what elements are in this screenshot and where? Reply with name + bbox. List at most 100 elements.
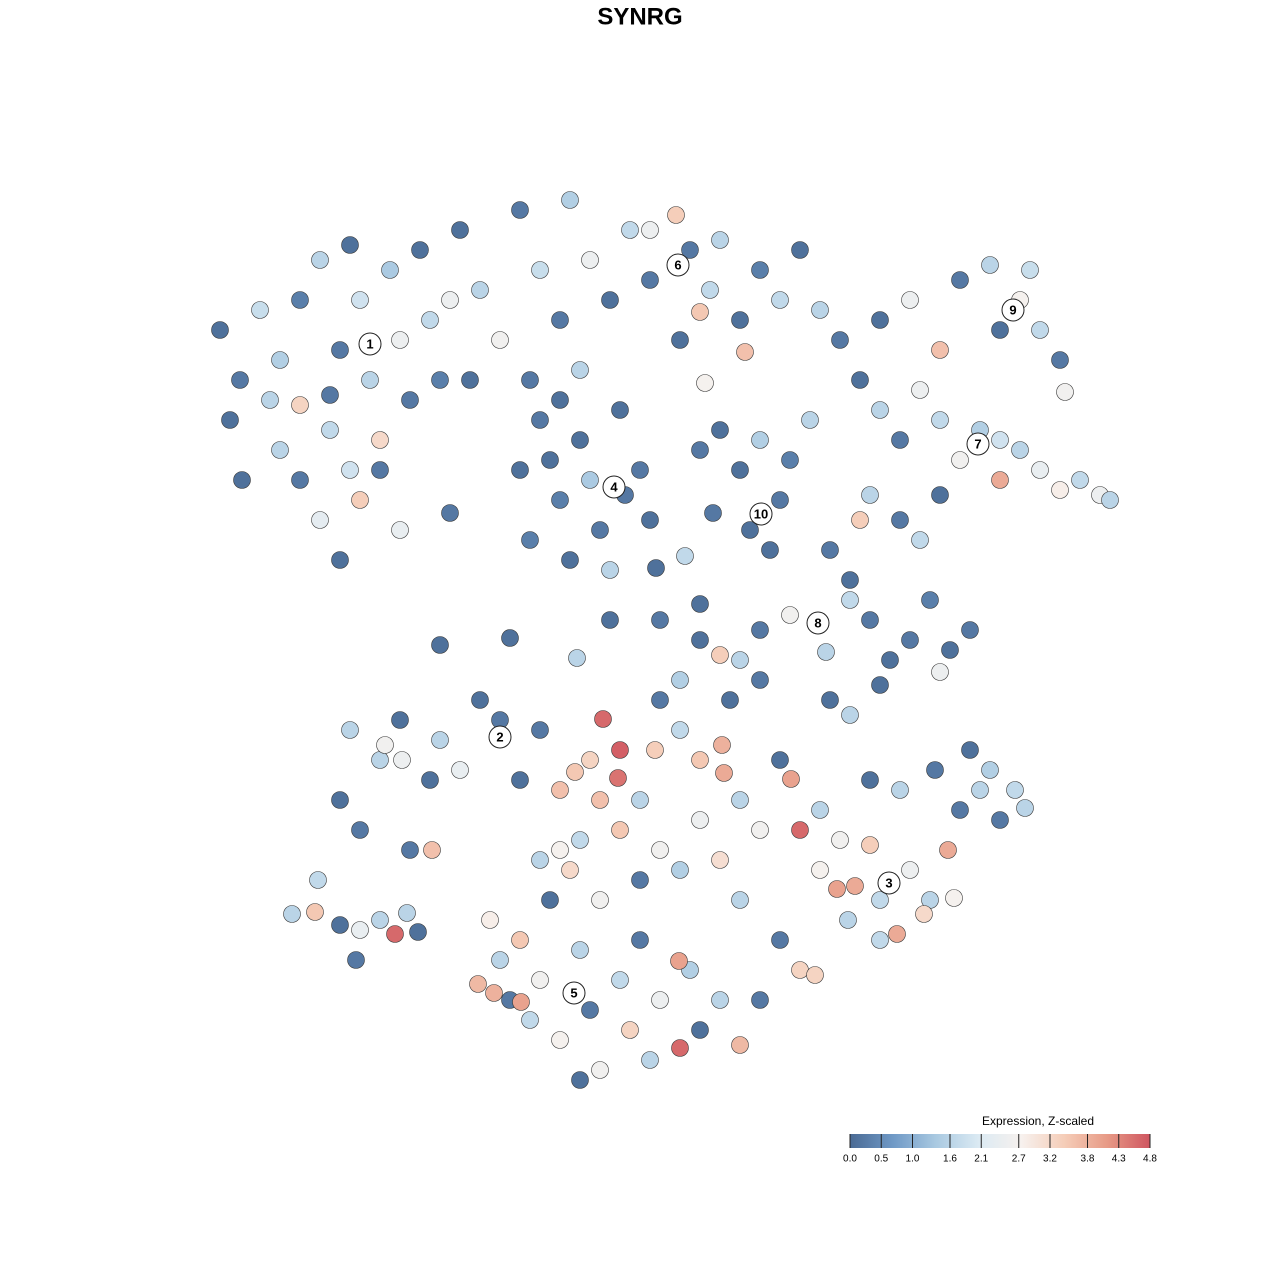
point bbox=[571, 1071, 589, 1089]
point bbox=[631, 791, 649, 809]
point bbox=[511, 201, 529, 219]
point bbox=[1016, 799, 1034, 817]
colorbar-tick-label: 4.8 bbox=[1143, 1154, 1157, 1165]
point bbox=[671, 671, 689, 689]
point bbox=[641, 271, 659, 289]
colorbar-tick-label: 3.8 bbox=[1081, 1154, 1095, 1165]
point bbox=[561, 861, 579, 879]
point bbox=[261, 391, 279, 409]
point bbox=[911, 381, 929, 399]
point bbox=[311, 511, 329, 529]
point bbox=[381, 261, 399, 279]
point bbox=[631, 931, 649, 949]
point bbox=[711, 646, 729, 664]
point bbox=[831, 831, 849, 849]
point bbox=[841, 571, 859, 589]
cluster-label-bg bbox=[358, 332, 382, 356]
point bbox=[1011, 441, 1029, 459]
point bbox=[831, 331, 849, 349]
points bbox=[211, 191, 1119, 1089]
point bbox=[841, 591, 859, 609]
point bbox=[609, 769, 627, 787]
cluster-label: 5 bbox=[570, 985, 577, 1000]
point bbox=[571, 941, 589, 959]
point bbox=[931, 411, 949, 429]
point bbox=[233, 471, 251, 489]
point bbox=[676, 547, 694, 565]
colorbar-tick-label: 2.1 bbox=[974, 1154, 988, 1165]
point bbox=[731, 461, 749, 479]
point bbox=[811, 861, 829, 879]
point bbox=[501, 629, 519, 647]
point bbox=[611, 741, 629, 759]
cluster-label-bg bbox=[966, 432, 990, 456]
point bbox=[531, 851, 549, 869]
point bbox=[961, 741, 979, 759]
point bbox=[431, 731, 449, 749]
cluster-label: 3 bbox=[885, 875, 892, 890]
point bbox=[761, 541, 779, 559]
point bbox=[351, 921, 369, 939]
cluster-label: 4 bbox=[610, 479, 618, 494]
point bbox=[611, 821, 629, 839]
point bbox=[731, 1036, 749, 1054]
point bbox=[411, 241, 429, 259]
point bbox=[511, 771, 529, 789]
point bbox=[771, 751, 789, 769]
point bbox=[871, 401, 889, 419]
point bbox=[531, 721, 549, 739]
point bbox=[611, 401, 629, 419]
point bbox=[811, 801, 829, 819]
point bbox=[221, 411, 239, 429]
point bbox=[566, 763, 584, 781]
point bbox=[481, 911, 499, 929]
point bbox=[471, 691, 489, 709]
point bbox=[731, 651, 749, 669]
point bbox=[551, 1031, 569, 1049]
point bbox=[331, 916, 349, 934]
point bbox=[451, 221, 469, 239]
point bbox=[891, 781, 909, 799]
point bbox=[591, 521, 609, 539]
point bbox=[691, 441, 709, 459]
point bbox=[691, 751, 709, 769]
colorbar-tick-label: 3.2 bbox=[1043, 1154, 1057, 1165]
point bbox=[601, 291, 619, 309]
point bbox=[681, 241, 699, 259]
point bbox=[951, 801, 969, 819]
point bbox=[715, 764, 733, 782]
point bbox=[631, 461, 649, 479]
point bbox=[431, 636, 449, 654]
point bbox=[711, 991, 729, 1009]
point bbox=[696, 374, 714, 392]
point bbox=[731, 791, 749, 809]
point bbox=[409, 923, 427, 941]
colorbar: Expression, Z-scaled 0.0 0.5 1.0 1.6 2.1 2.7 3… bbox=[843, 1114, 1157, 1164]
colorbar-gradient bbox=[850, 1134, 1150, 1148]
point bbox=[817, 643, 835, 661]
colorbar-tick-label: 0.5 bbox=[874, 1154, 888, 1165]
point bbox=[751, 261, 769, 279]
point bbox=[651, 691, 669, 709]
colorbar-title: Expression, Z-scaled bbox=[982, 1114, 1094, 1128]
point bbox=[331, 551, 349, 569]
point bbox=[841, 706, 859, 724]
point bbox=[512, 993, 530, 1011]
point bbox=[901, 631, 919, 649]
point bbox=[461, 371, 479, 389]
cluster-label-bg bbox=[602, 475, 626, 499]
cluster-label-bg bbox=[877, 871, 901, 895]
point bbox=[991, 321, 1009, 339]
point bbox=[561, 191, 579, 209]
point bbox=[641, 1051, 659, 1069]
point bbox=[431, 371, 449, 389]
cluster-label-bg bbox=[562, 981, 586, 1005]
point bbox=[641, 221, 659, 239]
point bbox=[721, 691, 739, 709]
colorbar-tick-label: 0.0 bbox=[843, 1154, 857, 1165]
point bbox=[771, 491, 789, 509]
point bbox=[401, 841, 419, 859]
point bbox=[941, 641, 959, 659]
point bbox=[531, 411, 549, 429]
point bbox=[571, 431, 589, 449]
